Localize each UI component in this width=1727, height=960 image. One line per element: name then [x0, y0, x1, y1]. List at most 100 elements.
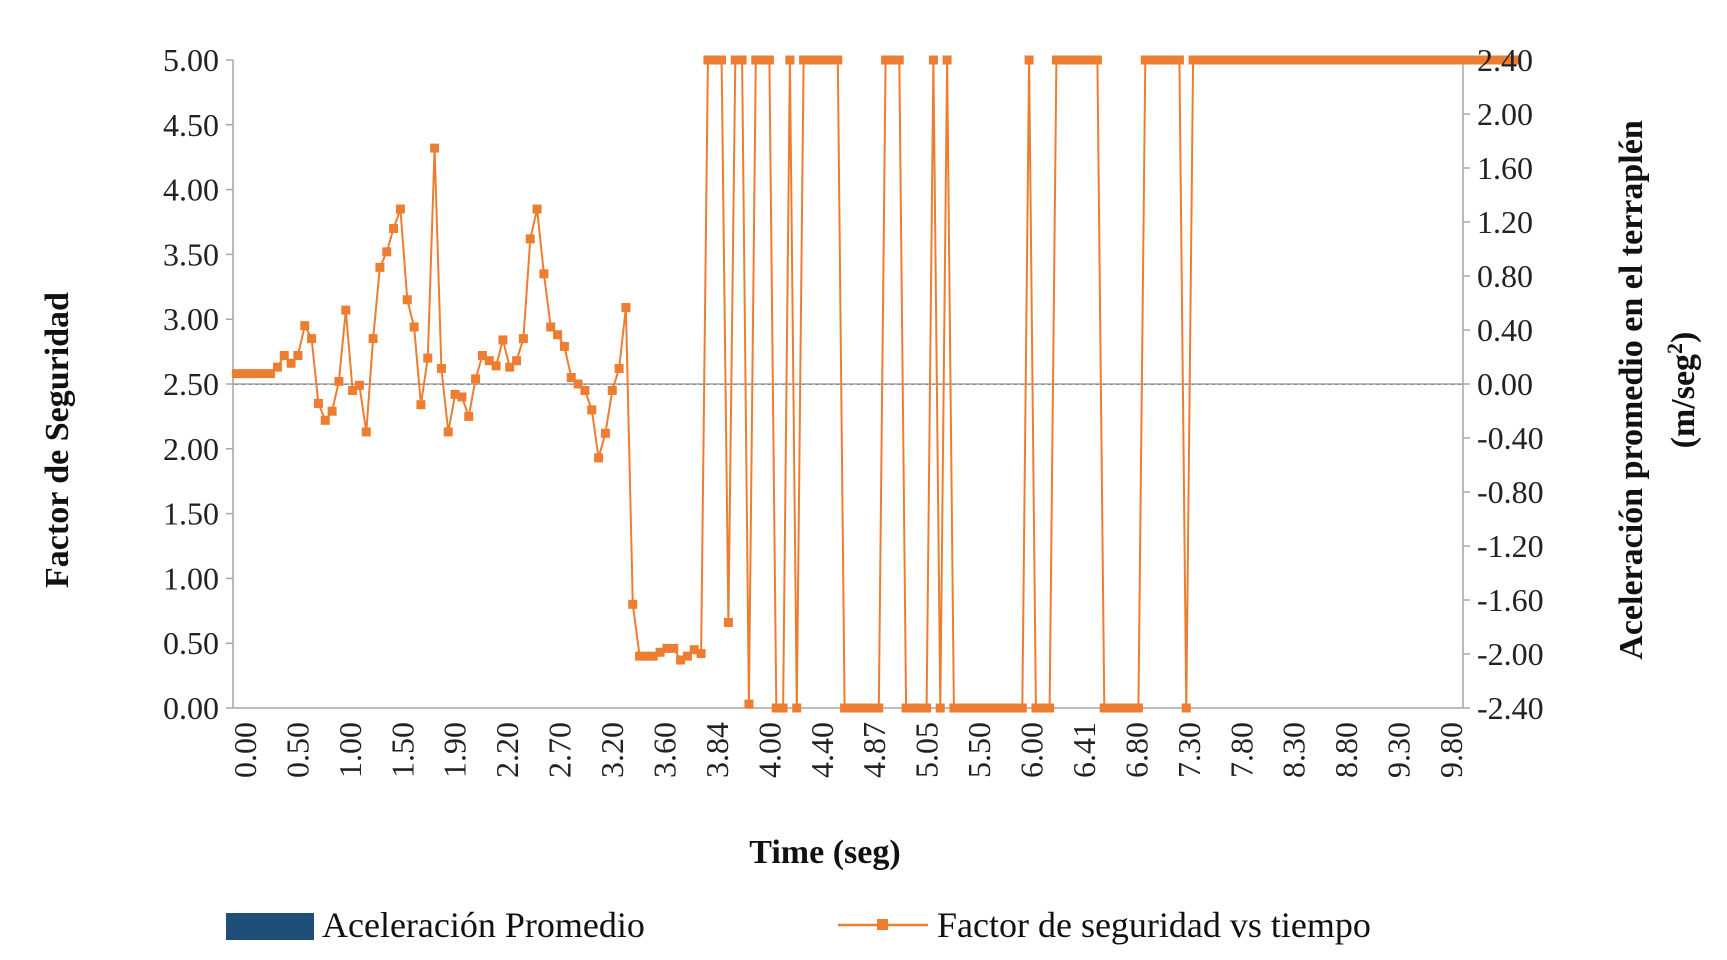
- safety-factor-marker: [1154, 55, 1164, 65]
- right-tick-label: -0.80: [1477, 474, 1544, 510]
- acceleration-bar: [733, 384, 737, 385]
- safety-factor-marker: [559, 341, 569, 351]
- acceleration-bar: [1314, 384, 1318, 385]
- x-tick-label: 5.05: [909, 722, 945, 778]
- safety-factor-marker: [1072, 55, 1082, 65]
- acceleration-bar: [487, 384, 491, 385]
- safety-factor-marker: [669, 643, 679, 653]
- acceleration-bar: [1171, 384, 1175, 385]
- safety-factor-marker: [464, 411, 474, 421]
- safety-factor-marker: [1414, 55, 1424, 65]
- safety-factor-marker: [983, 703, 993, 713]
- safety-factor-marker: [812, 55, 822, 65]
- safety-factor-marker: [1393, 55, 1403, 65]
- acceleration-bar: [1437, 384, 1441, 385]
- safety-factor-marker: [505, 362, 515, 372]
- safety-factor-marker: [840, 703, 850, 713]
- safety-factor-marker: [805, 55, 815, 65]
- acceleration-bar: [713, 384, 717, 385]
- acceleration-bar: [1007, 384, 1011, 385]
- acceleration-bar: [849, 384, 853, 385]
- safety-factor-marker: [799, 55, 809, 65]
- acceleration-bar: [344, 384, 348, 385]
- safety-factor-marker: [682, 651, 692, 661]
- left-tick-label: 0.50: [163, 625, 219, 661]
- acceleration-bar: [1382, 384, 1386, 385]
- safety-factor-marker: [423, 353, 433, 363]
- safety-factor-marker: [1250, 55, 1260, 65]
- acceleration-bar: [549, 384, 553, 385]
- x-tick-label: 7.80: [1223, 722, 1259, 778]
- acceleration-bar: [1362, 384, 1366, 385]
- acceleration-bar: [836, 384, 840, 385]
- x-tick-label: 4.87: [856, 722, 892, 778]
- safety-factor-marker: [450, 389, 460, 399]
- safety-factor-marker: [785, 55, 795, 65]
- safety-factor-marker: [1345, 55, 1355, 65]
- safety-factor-marker: [266, 369, 276, 379]
- acceleration-bar: [1027, 384, 1031, 385]
- safety-factor-marker: [1106, 703, 1116, 713]
- safety-factor-marker: [990, 703, 1000, 713]
- acceleration-bar: [767, 384, 771, 385]
- acceleration-bar: [644, 384, 648, 385]
- x-tick-label: 4.00: [751, 722, 787, 778]
- safety-factor-marker: [908, 703, 918, 713]
- safety-factor-marker: [1448, 55, 1458, 65]
- safety-factor-marker: [730, 55, 740, 65]
- safety-factor-marker: [1263, 55, 1273, 65]
- safety-factor-marker: [334, 376, 344, 386]
- safety-factor-marker: [300, 321, 310, 331]
- safety-factor-marker: [922, 703, 932, 713]
- acceleration-bar: [515, 384, 519, 385]
- acceleration-bar: [966, 384, 970, 385]
- safety-factor-marker: [997, 703, 1007, 713]
- right-tick-label: 1.20: [1477, 204, 1533, 240]
- safety-factor-marker: [723, 617, 733, 627]
- acceleration-bar: [419, 384, 423, 385]
- safety-factor-marker: [1496, 55, 1506, 65]
- safety-factor-marker: [621, 303, 631, 313]
- safety-factor-marker: [1297, 55, 1307, 65]
- safety-factor-marker: [238, 369, 248, 379]
- safety-factor-marker: [1195, 55, 1205, 65]
- safety-factor-marker: [1092, 55, 1102, 65]
- left-tick-label: 3.00: [163, 301, 219, 337]
- safety-factor-marker: [1455, 55, 1465, 65]
- acceleration-bar: [1048, 384, 1052, 385]
- acceleration-bar: [685, 384, 689, 385]
- x-tick-label: 3.60: [646, 722, 682, 778]
- safety-factor-marker: [846, 703, 856, 713]
- legend: Aceleración Promedio Factor de seguridad…: [226, 905, 1371, 945]
- left-tick-label: 4.50: [163, 107, 219, 143]
- safety-factor-marker: [1352, 55, 1362, 65]
- acceleration-bar: [795, 384, 799, 385]
- safety-factor-marker: [1325, 55, 1335, 65]
- acceleration-bar: [269, 384, 273, 385]
- acceleration-bar: [467, 384, 471, 385]
- safety-factor-marker: [648, 651, 658, 661]
- x-tick-label: 8.80: [1328, 722, 1364, 778]
- acceleration-bar: [1328, 384, 1332, 385]
- acceleration-bar: [1423, 384, 1427, 385]
- safety-factor-marker: [819, 55, 829, 65]
- acceleration-bar: [911, 384, 915, 385]
- safety-factor-marker: [546, 322, 556, 332]
- acceleration-bar: [1020, 384, 1024, 385]
- acceleration-bar: [398, 384, 402, 385]
- safety-factor-marker: [696, 649, 706, 659]
- safety-factor-marker: [1304, 55, 1314, 65]
- safety-factor-marker: [1133, 703, 1143, 713]
- acceleration-bar: [405, 384, 409, 385]
- acceleration-bar: [371, 384, 375, 385]
- safety-factor-marker: [354, 380, 364, 390]
- acceleration-bar: [925, 384, 929, 385]
- safety-factor-marker: [594, 453, 604, 463]
- acceleration-bar: [1034, 384, 1038, 385]
- acceleration-bar: [781, 384, 785, 385]
- safety-factor-marker: [1010, 703, 1020, 713]
- acceleration-bar: [1061, 384, 1065, 385]
- safety-factor-marker: [293, 350, 303, 360]
- acceleration-bar: [282, 384, 286, 385]
